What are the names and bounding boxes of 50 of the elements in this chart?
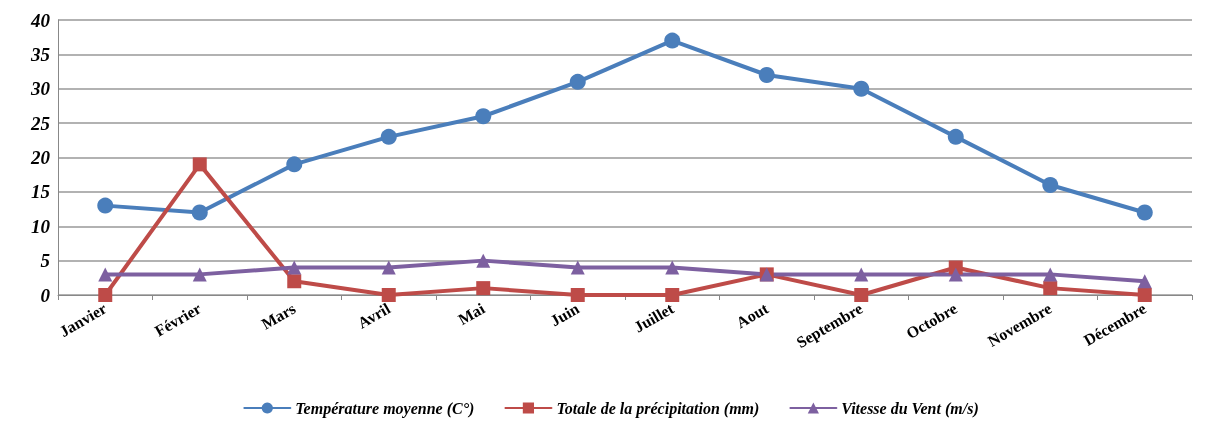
point <box>1042 177 1059 193</box>
point <box>381 260 396 275</box>
point <box>570 288 585 302</box>
x-tick-label: Juin <box>547 299 583 330</box>
point <box>854 288 869 302</box>
point <box>948 267 963 282</box>
point <box>758 67 775 83</box>
point <box>476 281 491 296</box>
point <box>380 128 397 145</box>
point <box>191 204 208 221</box>
point <box>476 253 491 268</box>
point <box>665 260 680 275</box>
y-tick-label: 25 <box>30 112 51 134</box>
point <box>1137 288 1152 302</box>
x-tick-label: Aout <box>733 299 772 332</box>
point <box>287 274 302 289</box>
point <box>475 108 492 125</box>
x-tick-label: Avril <box>354 299 394 332</box>
y-tick-label: 0 <box>40 284 51 306</box>
point <box>97 197 114 214</box>
point <box>665 288 680 302</box>
y-tick-label: 40 <box>30 9 51 31</box>
legend-label: Vitesse du Vent (m/s) <box>841 399 979 418</box>
legend-label: Totale de la précipitation (mm) <box>556 399 760 418</box>
point <box>98 288 113 302</box>
point <box>664 32 681 49</box>
point <box>286 156 303 173</box>
point <box>853 80 870 97</box>
y-tick-label: 30 <box>30 78 51 100</box>
point <box>1136 204 1153 221</box>
point <box>381 288 396 302</box>
x-tick-label: Mars <box>258 299 299 333</box>
point <box>98 267 113 282</box>
point <box>570 260 585 275</box>
point <box>947 128 964 145</box>
point <box>192 267 207 282</box>
point <box>569 73 586 90</box>
y-tick-label: 20 <box>30 147 51 168</box>
y-tick-label: 10 <box>31 215 51 237</box>
x-tick-label: Mai <box>455 299 488 329</box>
y-tick-label: 5 <box>40 250 51 272</box>
y-tick-label: 35 <box>30 43 51 65</box>
point <box>287 260 302 275</box>
point <box>1043 281 1058 296</box>
point <box>854 267 869 282</box>
point <box>1043 267 1058 282</box>
y-tick-label: 15 <box>31 181 51 203</box>
point <box>192 157 207 172</box>
point <box>1137 274 1152 289</box>
legend-label: Température moyenne (C°) <box>295 399 475 418</box>
